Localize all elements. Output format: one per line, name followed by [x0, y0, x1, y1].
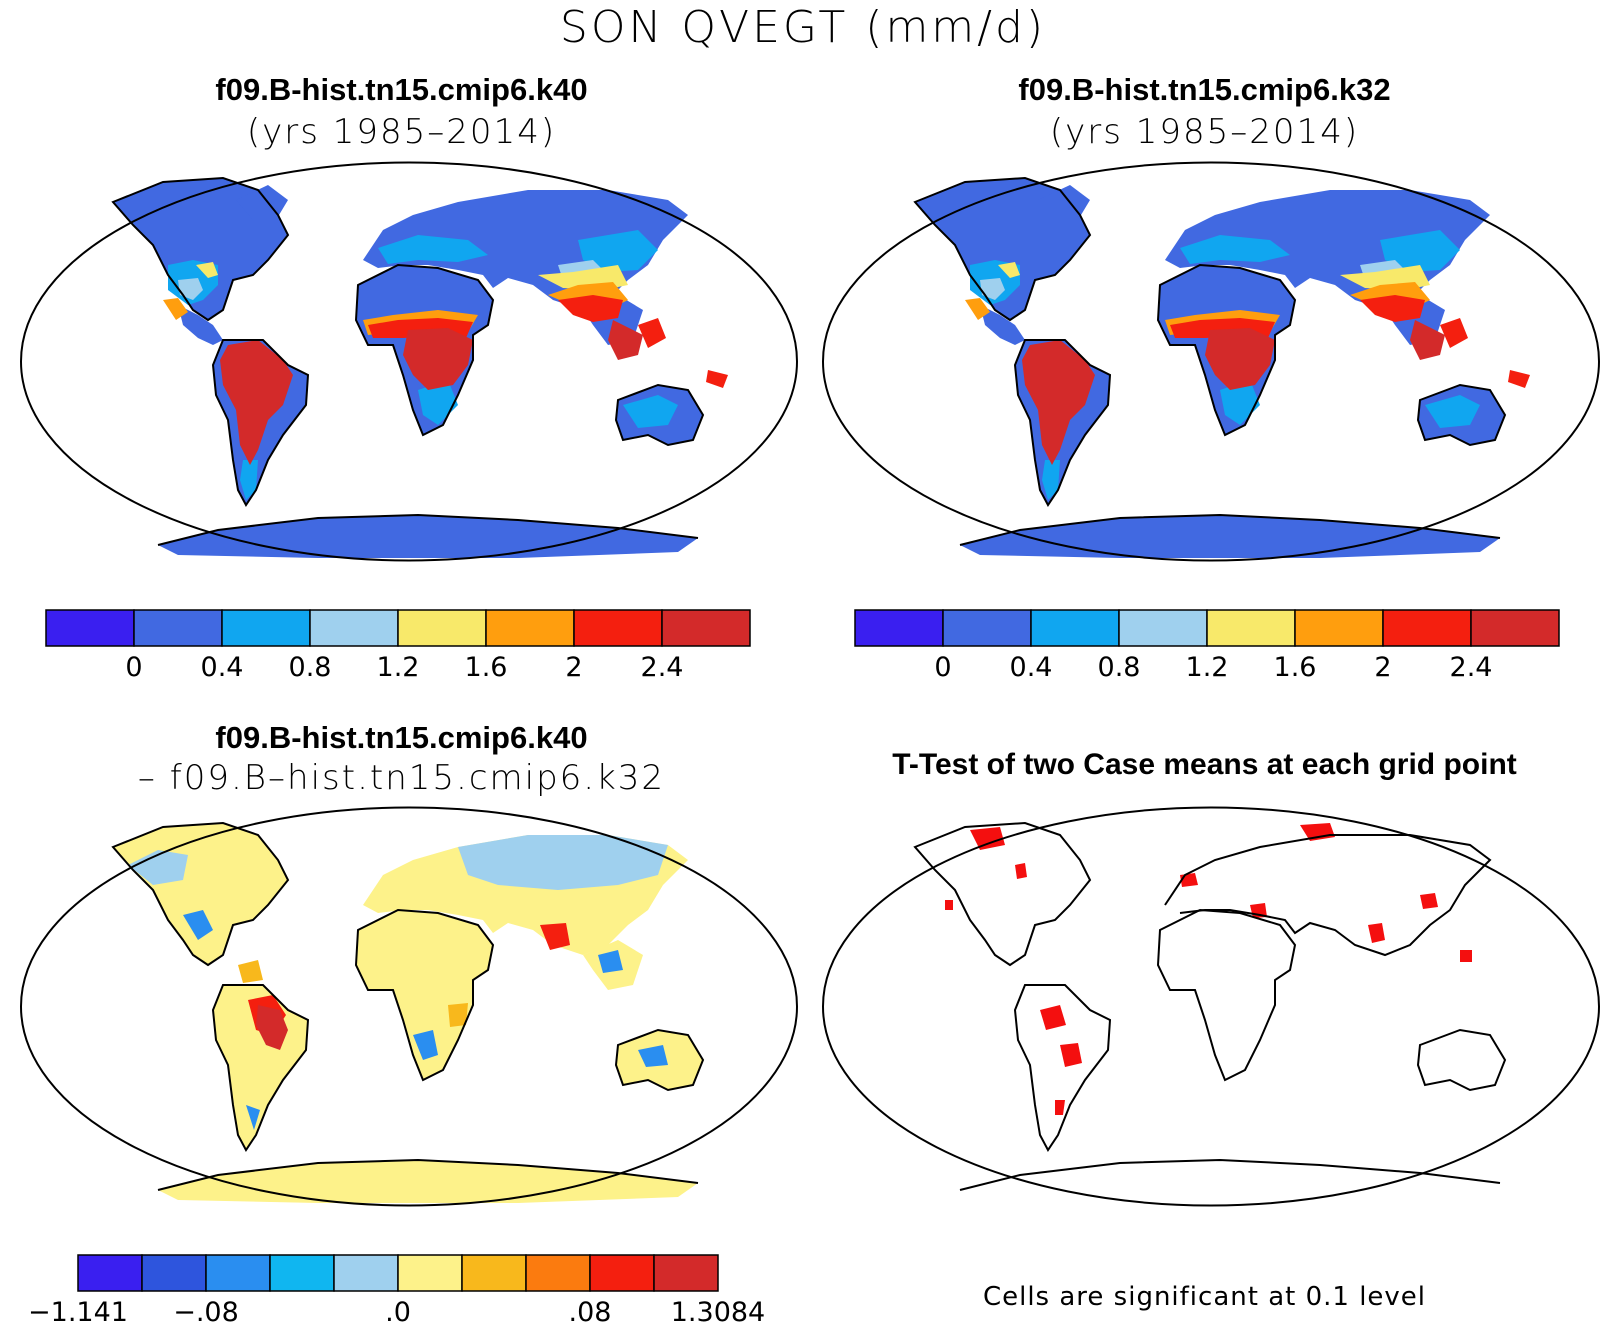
colorbar-tick-label: 1.6	[1274, 652, 1317, 683]
map-4-content	[913, 821, 1507, 1191]
colorbar-swatch	[205, 1254, 271, 1292]
colorbar-1-labels: 0 0.4 0.8 1.2 1.6 2 2.4	[125, 652, 683, 683]
colorbar-tick-label: 0	[934, 652, 951, 683]
colorbar-tick-label: 2.4	[641, 652, 684, 683]
colorbar-1: 0 0.4 0.8 1.2 1.6 2 2.4	[45, 609, 751, 683]
colorbar-3: −1.141 −.08 .0 .08 1.3084	[28, 1254, 765, 1327]
land-darkred	[220, 320, 643, 465]
colorbar-tick-label: −.08	[173, 1297, 239, 1327]
colorbar-swatch	[589, 1254, 655, 1292]
colorbar-tick-label: 0.8	[289, 652, 332, 683]
colorbar-swatch	[1030, 609, 1120, 647]
coastlines	[111, 176, 705, 546]
colorbar-swatch	[653, 1254, 719, 1292]
colorbar-swatch	[854, 609, 944, 647]
colorbar-tick-label: 2.4	[1450, 652, 1493, 683]
panel2-case-title: f09.B-hist.tn15.cmip6.k32	[1018, 72, 1391, 107]
figure-title: SON QVEGT (mm/d)	[559, 2, 1047, 53]
colorbar-tick-label: 2	[1374, 652, 1391, 683]
map-panel-4	[822, 806, 1600, 1207]
colorbar-2-boxes	[854, 609, 1560, 647]
colorbar-2: 0 0.4 0.8 1.2 1.6 2 2.4	[854, 609, 1560, 683]
colorbar-swatch	[333, 1254, 399, 1292]
colorbar-tick-label: 1.2	[1186, 652, 1229, 683]
map-3-boundary	[20, 806, 798, 1207]
colorbar-swatch	[133, 609, 223, 647]
colorbar-swatch	[485, 609, 575, 647]
map-panel-2	[822, 161, 1600, 562]
significance-footnote: Cells are significant at 0.1 level	[982, 1282, 1427, 1312]
colorbar-swatch	[1118, 609, 1208, 647]
colorbar-swatch	[45, 609, 135, 647]
colorbar-swatch	[461, 1254, 527, 1292]
colorbar-swatch	[309, 609, 399, 647]
colorbar-swatch	[1206, 609, 1296, 647]
map-panel-3	[20, 806, 798, 1207]
map-2-boundary	[822, 161, 1600, 562]
map-panel-1	[20, 161, 798, 562]
panel3-subtitle: – f09.B–hist.tn15.cmip6.k32	[137, 758, 666, 798]
colorbar-tick-label: 0.4	[1010, 652, 1053, 683]
map-2-content	[913, 176, 1530, 558]
map-4-boundary	[822, 806, 1600, 1207]
colorbar-tick-label: 1.2	[377, 652, 420, 683]
panel2-subtitle: (yrs 1985–2014)	[1049, 112, 1360, 152]
panel1-case-title: f09.B-hist.tn15.cmip6.k40	[215, 72, 588, 107]
colorbar-swatch	[661, 609, 751, 647]
colorbar-tick-label: 0.4	[201, 652, 244, 683]
colorbar-1-boxes	[45, 609, 751, 647]
colorbar-swatch	[269, 1254, 335, 1292]
colorbar-tick-label: 0	[125, 652, 142, 683]
colorbar-tick-label: −1.141	[28, 1297, 128, 1327]
colorbar-swatch	[221, 609, 311, 647]
panel1-subtitle: (yrs 1985–2014)	[246, 112, 557, 152]
colorbar-swatch	[525, 1254, 591, 1292]
colorbar-swatch	[77, 1254, 143, 1292]
colorbar-3-labels: −1.141 −.08 .0 .08 1.3084	[28, 1297, 765, 1327]
map-1-content	[111, 176, 728, 558]
colorbar-swatch	[397, 1254, 463, 1292]
colorbar-swatch	[1294, 609, 1384, 647]
colorbar-tick-label: 1.3084	[671, 1297, 765, 1327]
colorbar-tick-label: 2	[565, 652, 582, 683]
colorbar-tick-label: 0.8	[1098, 652, 1141, 683]
colorbar-swatch	[573, 609, 663, 647]
land-red	[368, 295, 728, 388]
map-1-boundary	[20, 161, 798, 562]
colorbar-swatch	[1470, 609, 1560, 647]
colorbar-swatch	[397, 609, 487, 647]
map-3-content	[111, 821, 705, 1203]
colorbar-swatch	[942, 609, 1032, 647]
colorbar-swatch	[141, 1254, 207, 1292]
colorbar-swatch	[1382, 609, 1472, 647]
colorbar-2-labels: 0 0.4 0.8 1.2 1.6 2 2.4	[934, 652, 1492, 683]
colorbar-tick-label: .0	[385, 1297, 411, 1327]
colorbar-tick-label: .08	[569, 1297, 612, 1327]
panel4-title: T-Test of two Case means at each grid po…	[892, 748, 1517, 781]
colorbar-tick-label: 1.6	[465, 652, 508, 683]
panel3-case-title: f09.B-hist.tn15.cmip6.k40	[215, 720, 588, 755]
colorbar-3-boxes	[77, 1254, 719, 1292]
